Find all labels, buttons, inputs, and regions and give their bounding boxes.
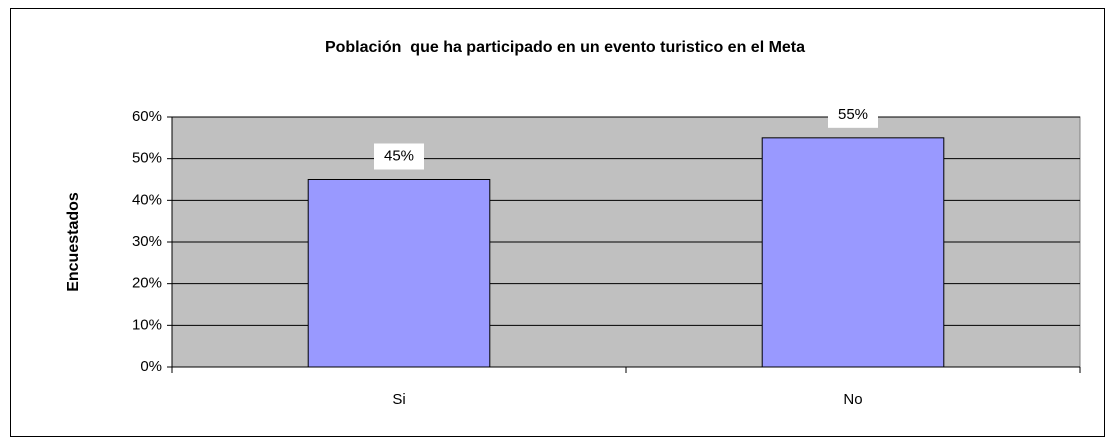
data-label: 45% <box>384 147 414 164</box>
bar <box>761 137 945 368</box>
y-tick-label: 50% <box>132 150 162 167</box>
y-tick-label: 60% <box>132 108 162 125</box>
data-label: 55% <box>838 106 868 123</box>
y-tick-label: 0% <box>140 358 162 375</box>
y-tick-label: 20% <box>132 275 162 292</box>
x-tick-label: No <box>843 391 862 408</box>
x-tick-label: Si <box>392 391 405 408</box>
y-axis-label: Encuestados <box>65 192 82 292</box>
y-tick-label: 40% <box>132 191 162 208</box>
chart-title: Población que ha participado en un event… <box>325 39 805 56</box>
data-label-bg <box>828 101 878 128</box>
y-tick-label: 10% <box>132 316 162 333</box>
y-tick-label: 30% <box>132 233 162 250</box>
bar <box>307 179 491 368</box>
data-label-bg <box>374 143 424 170</box>
